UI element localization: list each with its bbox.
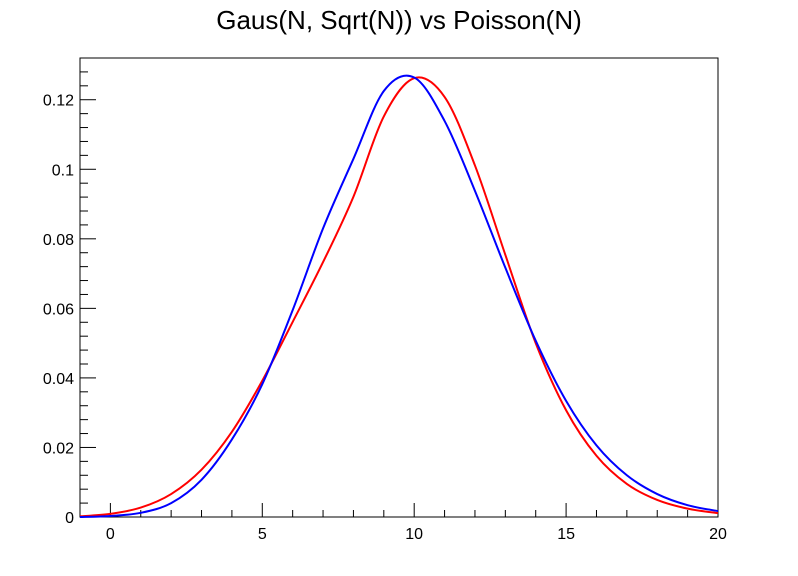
y-tick-label: 0.12 [43,93,74,110]
y-tick-label: 0.06 [43,301,74,318]
plot-frame [79,57,719,518]
chart-title: Gaus(N, Sqrt(N)) vs Poisson(N) [216,5,582,35]
x-tick-label: 10 [405,526,423,543]
x-tick-label: 0 [106,526,115,543]
y-axis: 0 0.02 0.04 0.06 0.08 0.1 0.12 [43,57,96,527]
y-tick-label: 0.02 [43,440,74,457]
y-tick-label: 0.08 [43,232,74,249]
series-layer [79,74,719,518]
series-line-1 [79,74,719,518]
y-tick-label: 0.1 [52,162,74,179]
y-tick-label: 0 [65,510,74,527]
x-tick-label: 20 [709,526,727,543]
series-line-0 [79,76,719,518]
x-tick-label: 15 [557,526,575,543]
x-axis: 0 5 10 15 20 [79,503,727,543]
y-tick-label: 0.04 [43,371,74,388]
x-tick-label: 5 [258,526,267,543]
